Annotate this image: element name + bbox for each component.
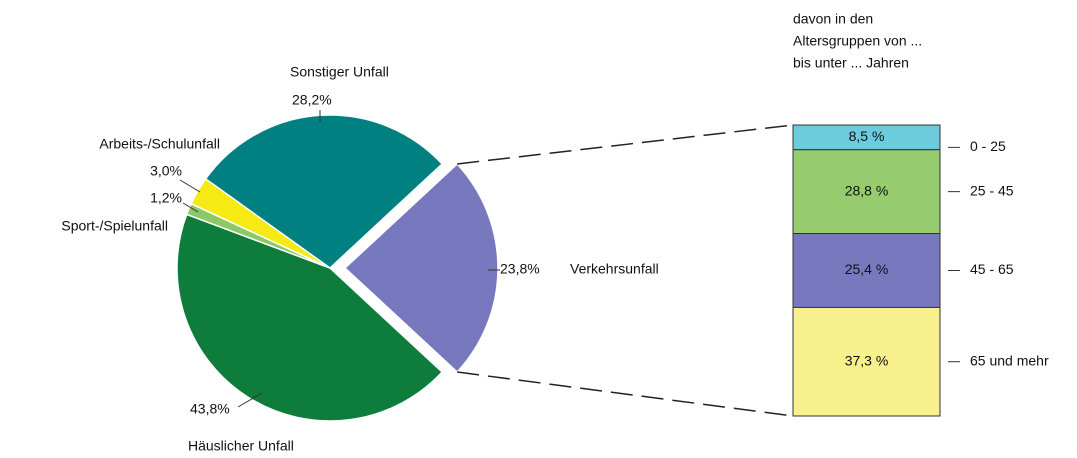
category-label: Häuslicher Unfall: [188, 438, 294, 454]
pie-slice: [176, 213, 444, 422]
value-label: 25,4 %: [845, 261, 889, 277]
value-label: 43,8%: [190, 401, 230, 417]
connector: [457, 371, 794, 417]
value-label: 1,2%: [150, 190, 182, 206]
bar-title: davon in den: [793, 11, 873, 27]
bar-title: bis unter ... Jahren: [793, 55, 909, 71]
bar-segment: [792, 233, 941, 308]
category-label: 25 - 45: [970, 182, 1014, 198]
leader-line: [237, 392, 263, 408]
category-label: Sport-/Spielunfall: [61, 218, 168, 234]
category-label: Arbeits-/Schulunfall: [99, 136, 220, 152]
connector: [457, 124, 794, 165]
value-label: 37,3 %: [845, 352, 889, 368]
value-label: 23,8%: [500, 261, 540, 277]
category-label: 0 - 25: [970, 138, 1006, 154]
value-label: 8,5 %: [849, 128, 885, 144]
bar-segment: [792, 149, 941, 235]
value-label: 3,0%: [150, 163, 182, 179]
value-label: 28,2%: [292, 92, 332, 108]
leader-line: [179, 179, 201, 193]
category-label: Verkehrsunfall: [570, 261, 659, 277]
category-label: 65 und mehr: [970, 352, 1049, 368]
category-label: Sonstiger Unfall: [290, 64, 389, 80]
bar-title: Altersgruppen von ...: [793, 33, 922, 49]
leader-line: [182, 202, 199, 213]
bar-segment: [792, 306, 941, 417]
bar-segment: [792, 124, 941, 151]
pie-slice: [343, 162, 499, 374]
category-label: 45 - 65: [970, 261, 1014, 277]
value-label: 28,8 %: [845, 182, 889, 198]
